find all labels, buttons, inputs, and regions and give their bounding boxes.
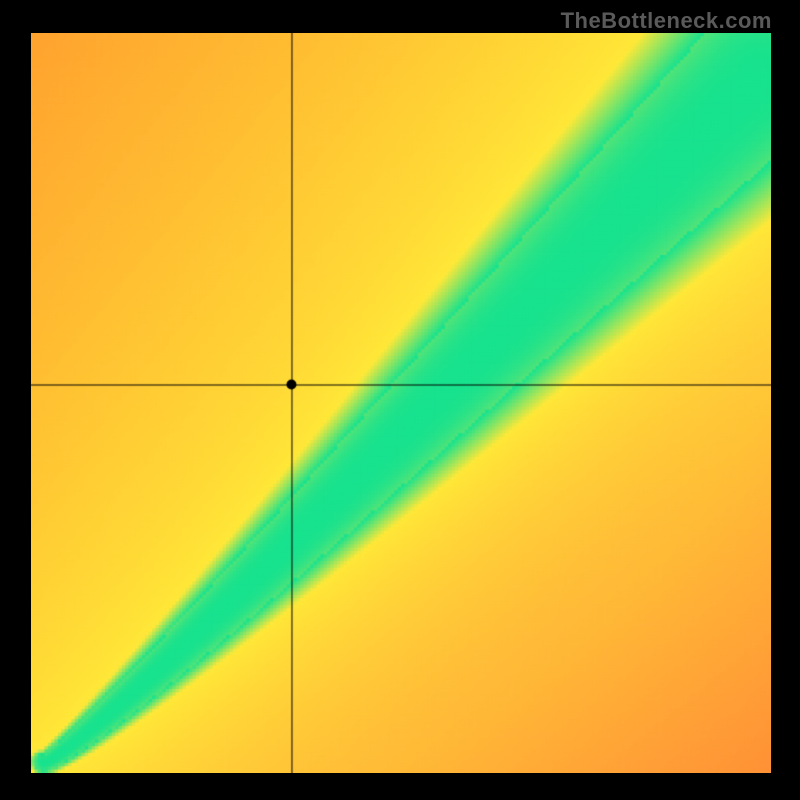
bottleneck-heatmap [31,33,771,773]
watermark-text: TheBottleneck.com [561,8,772,34]
